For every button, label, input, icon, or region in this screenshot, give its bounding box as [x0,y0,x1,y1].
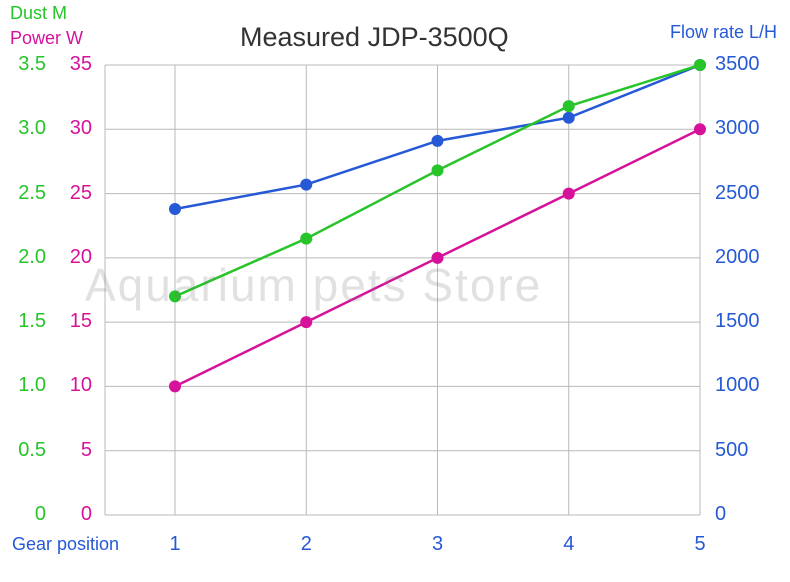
chart-container: Measured JDP-3500Q Dust MPower WFlow rat… [0,0,790,582]
chart-svg [0,0,790,582]
chart-title: Measured JDP-3500Q [240,22,509,53]
